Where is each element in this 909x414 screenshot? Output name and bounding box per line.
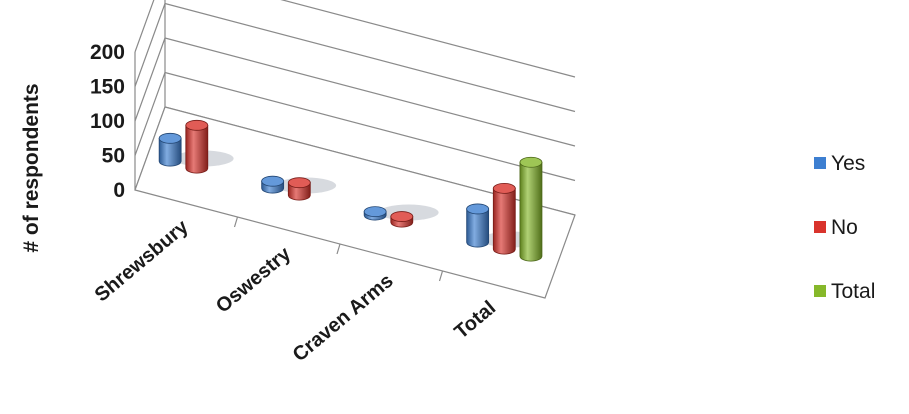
bar [287,177,311,201]
x-category-label: Oswestry [212,242,296,317]
y-axis-label: # of respondents [20,83,43,252]
bar [261,175,285,194]
bar-top [158,132,182,144]
legend-item: No [814,216,858,239]
x-tick [233,216,239,228]
bar-top [492,182,516,194]
legend-label: Total [831,280,875,303]
floor-plane [134,106,576,299]
x-tick [336,243,341,255]
legend: Yes No Total [814,152,875,303]
x-category-label: Craven Arms [289,270,398,366]
bar-top [261,175,285,187]
bar [390,211,414,228]
legend-item: Total [814,280,875,303]
bar [363,206,387,221]
bar [492,182,516,255]
legend-swatch [814,157,826,169]
bar-top [519,156,543,168]
bar-body [492,187,516,255]
y-tick-label: 100 [90,110,125,133]
gridline [134,0,576,78]
x-tick [438,270,444,282]
y-axis-ticks: 0 50 100 150 200 [90,41,125,202]
bar-body [466,208,490,248]
y-tick-label: 150 [90,76,125,99]
back-wall [165,0,575,215]
left-wall [135,0,165,190]
bar-top [185,119,209,131]
bar-top [390,211,414,222]
x-category-label: Shrewsbury [91,215,194,306]
bar [158,132,182,167]
bar [185,119,209,174]
legend-item: Yes [814,152,865,175]
bars [158,119,543,262]
bar-body [158,137,182,167]
legend-swatch [814,285,826,297]
y-tick-label: 50 [102,145,125,168]
bar-body [519,161,543,262]
x-category-label: Total [450,297,500,344]
y-tick-label: 200 [90,41,125,64]
chart-walls [135,0,575,215]
bar-top [466,203,490,215]
legend-swatch [814,221,826,233]
bar [519,156,543,262]
bar-top [287,177,311,189]
chart-floor [134,106,576,299]
bar [466,203,490,248]
y-tick-label: 0 [113,179,125,202]
bar-body [185,124,209,174]
legend-label: Yes [831,152,865,175]
bar-top [363,206,387,218]
legend-label: No [831,216,858,239]
